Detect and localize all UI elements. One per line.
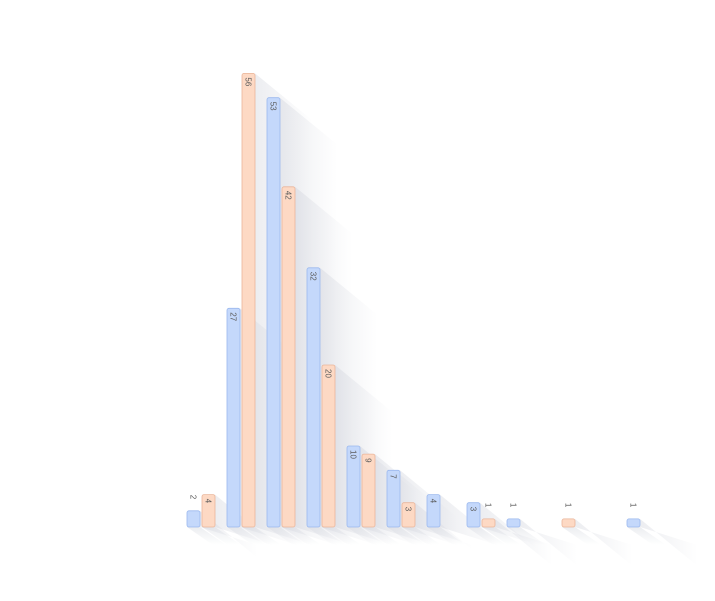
bar-shadow [640, 518, 698, 566]
bar-floor-shadow [507, 527, 546, 545]
bar-floor-shadow [362, 527, 401, 545]
bar-floor-shadow [322, 527, 361, 545]
bar-floor-shadow [482, 527, 521, 545]
bar-floor-shadow [347, 527, 386, 545]
bar-floor-shadow [562, 527, 601, 545]
data-label: 1 [484, 503, 493, 508]
bar-orange-5 [361, 453, 376, 528]
bar-floor-shadow [427, 527, 466, 545]
bar-orange-2 [241, 73, 256, 528]
bar-blue-7 [426, 494, 441, 528]
data-label: 3 [469, 507, 478, 512]
data-label: 56 [244, 77, 253, 86]
bar-blue-6 [386, 469, 401, 528]
data-label: 7 [389, 474, 398, 479]
bar-orange-8 [481, 518, 496, 528]
data-label: 2 [189, 495, 198, 500]
bar-orange-10 [561, 518, 576, 528]
data-label: 20 [324, 369, 333, 378]
bar-blue-5 [346, 445, 361, 528]
bar-shadows [187, 73, 698, 566]
data-label: 53 [269, 102, 278, 111]
bar-floor-shadow [202, 527, 241, 545]
data-label: 42 [284, 191, 293, 200]
bar-blue-8 [466, 502, 481, 528]
data-label: 10 [349, 450, 358, 459]
bar-blue-4 [306, 267, 321, 528]
bar-floor-shadow [282, 527, 321, 545]
bar-blue-12 [626, 518, 641, 528]
data-label: 4 [429, 499, 438, 504]
bar-shadow [520, 518, 578, 566]
bar-orange-6 [401, 502, 416, 528]
bar-blue-2 [226, 307, 241, 528]
data-label: 1 [564, 503, 573, 508]
bar-floor-shadow [187, 527, 226, 545]
data-label: 9 [364, 458, 373, 463]
bar-floor-shadow [227, 527, 266, 545]
data-label: 27 [229, 312, 238, 321]
bar-blue-1 [186, 510, 201, 528]
bar-blue-9 [506, 518, 521, 528]
bar-shadow [480, 502, 538, 550]
bar-blue-3 [266, 97, 281, 528]
data-label: 1 [509, 503, 518, 508]
bars [186, 73, 641, 528]
bar-floor-shadow [627, 527, 666, 545]
bar-shadow [575, 518, 633, 566]
bar-floor-shadow [242, 527, 281, 545]
bar-floor-shadow [267, 527, 306, 545]
data-labels: 2 4 27 56 53 42 32 20 10 9 7 3 4 3 1 1 1 1 [189, 77, 638, 511]
bar-shadow [495, 518, 553, 566]
bar-orange-1 [201, 494, 216, 528]
bar-orange-3 [281, 186, 296, 528]
data-label: 32 [309, 272, 318, 281]
data-label: 3 [404, 507, 413, 512]
bar-floor-shadow [307, 527, 346, 545]
data-label: 1 [629, 503, 638, 508]
data-label: 4 [204, 499, 213, 504]
bar-orange-4 [321, 364, 336, 528]
bar-floor-shadow [387, 527, 426, 545]
bar-floor-shadow [402, 527, 441, 545]
bar-floor-shadow [467, 527, 506, 545]
